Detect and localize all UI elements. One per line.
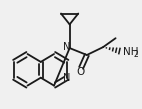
Text: 2: 2 (134, 49, 139, 59)
Text: N: N (63, 42, 70, 52)
Text: N: N (63, 73, 70, 83)
Text: O: O (76, 67, 84, 77)
Text: NH: NH (123, 47, 139, 57)
